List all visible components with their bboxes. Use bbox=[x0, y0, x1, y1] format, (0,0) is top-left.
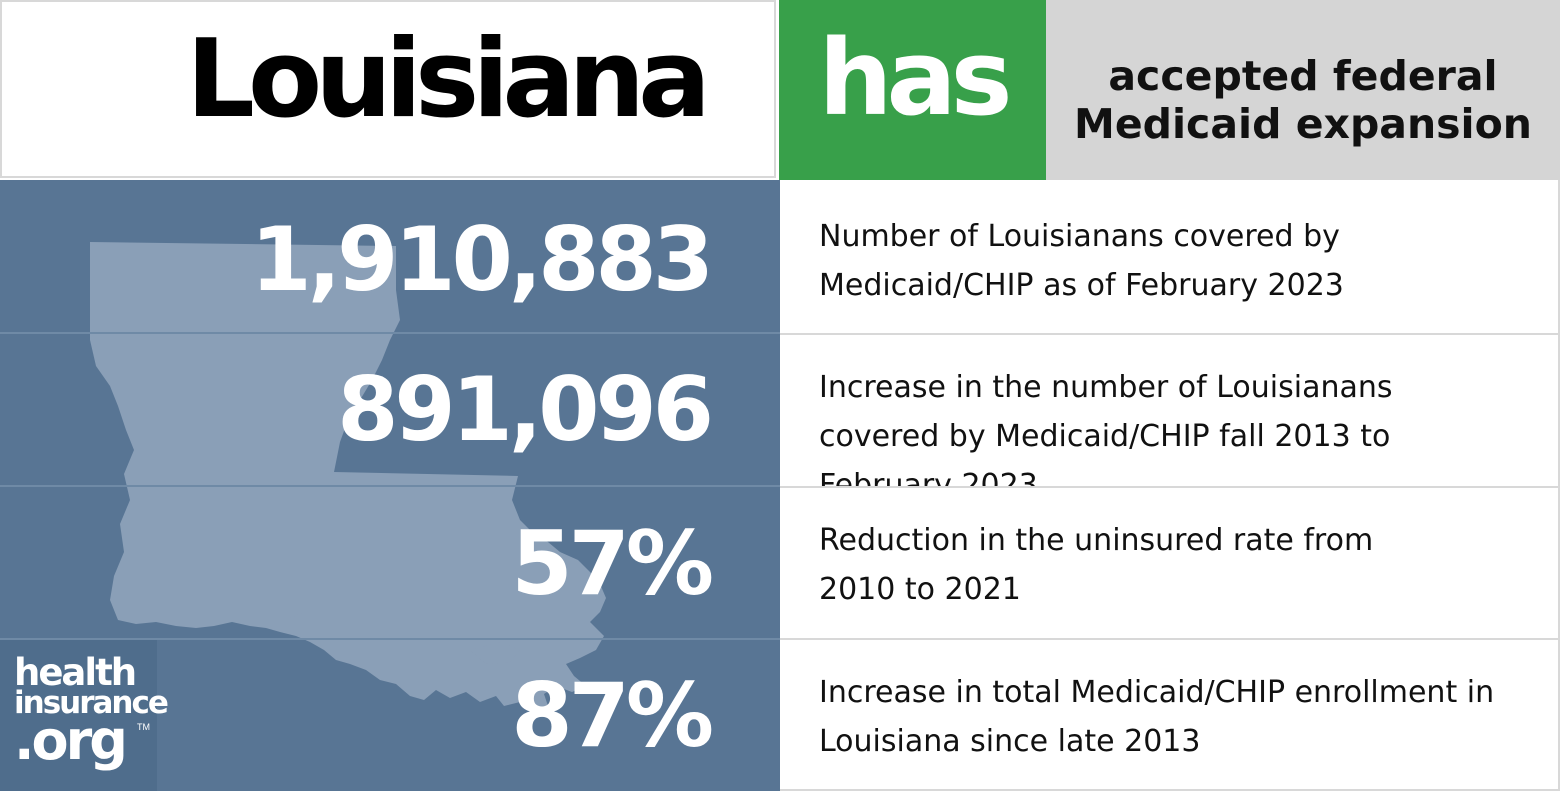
stat-description-uninsured-reduction: Reduction in the uninsured rate from 201… bbox=[819, 523, 1374, 607]
logo-text-org: .org bbox=[14, 709, 128, 772]
stat-row: Number of Louisianans covered by Medicai… bbox=[780, 180, 1560, 332]
expansion-status-word: has bbox=[818, 17, 1012, 139]
stat-description-medicaid-covered: Number of Louisianans covered by Medicai… bbox=[819, 219, 1344, 303]
stat-value-enrollment-increase: 891,096 bbox=[337, 358, 714, 461]
row-divider bbox=[0, 485, 780, 487]
stat-description-enrollment-percent-increase: Increase in total Medicaid/CHIP enrollme… bbox=[819, 675, 1495, 759]
table-right-border bbox=[1558, 180, 1560, 791]
expansion-description: accepted federal Medicaid expansion bbox=[1074, 52, 1532, 148]
expansion-description-cell: accepted federal Medicaid expansion bbox=[1046, 0, 1560, 180]
stat-row: Reduction in the uninsured rate from 201… bbox=[780, 486, 1560, 638]
expansion-status-badge: has bbox=[779, 0, 1046, 180]
healthinsurance-org-logo: health insurance .org TM bbox=[0, 640, 169, 791]
table-bottom-border bbox=[780, 789, 1560, 791]
row-divider bbox=[0, 638, 780, 640]
stat-value-uninsured-reduction: 57% bbox=[511, 512, 714, 615]
stat-value-medicaid-covered: 1,910,883 bbox=[250, 208, 714, 311]
state-cell: Louisiana bbox=[0, 0, 776, 178]
stats-value-panel: 1,910,883 891,096 57% 87% health insuran… bbox=[0, 180, 780, 791]
louisiana-map-icon bbox=[90, 242, 606, 710]
logo-trademark: TM bbox=[137, 722, 150, 732]
stat-row: Increase in total Medicaid/CHIP enrollme… bbox=[780, 638, 1560, 789]
logo-text-insurance: insurance bbox=[14, 685, 169, 721]
stat-description-enrollment-increase: Increase in the number of Louisianans co… bbox=[819, 370, 1393, 503]
row-divider bbox=[0, 332, 780, 334]
stat-value-enrollment-percent-increase: 87% bbox=[511, 664, 714, 767]
stat-row: Increase in the number of Louisianans co… bbox=[780, 333, 1560, 503]
logo-text-health: health bbox=[14, 651, 137, 694]
state-name: Louisiana bbox=[186, 17, 711, 142]
